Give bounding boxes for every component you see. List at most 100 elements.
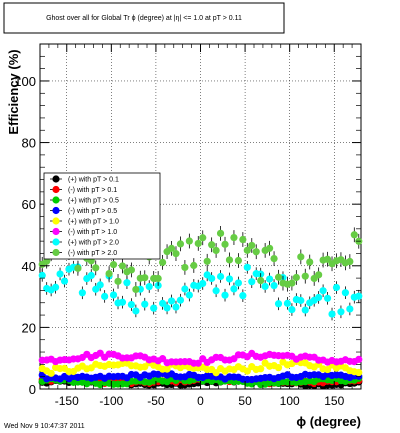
x-tick-label: -50 bbox=[147, 394, 165, 408]
data-point bbox=[355, 368, 363, 377]
data-point bbox=[47, 369, 55, 377]
legend-label: (+) with pT > 0.1 bbox=[68, 177, 119, 184]
data-point bbox=[248, 278, 256, 286]
data-point bbox=[288, 305, 296, 314]
y-tick-label: 80 bbox=[22, 136, 36, 151]
data-point bbox=[176, 296, 185, 304]
data-point bbox=[92, 264, 100, 272]
data-point bbox=[185, 237, 193, 245]
data-point bbox=[181, 263, 189, 272]
legend-label: (+) with pT > 0.5 bbox=[68, 198, 119, 205]
data-point bbox=[208, 241, 216, 249]
data-point bbox=[87, 271, 95, 280]
data-point bbox=[337, 308, 345, 316]
legend-label: (-) with pT > 2.0 bbox=[68, 250, 117, 257]
data-point bbox=[199, 279, 207, 288]
data-point bbox=[208, 274, 216, 283]
grid bbox=[40, 44, 361, 389]
data-point bbox=[257, 276, 265, 285]
data-point bbox=[225, 256, 234, 264]
data-point bbox=[270, 254, 278, 263]
legend-label: (+) with pT > 2.0 bbox=[68, 240, 119, 247]
timestamp: Wed Nov 9 10:47:37 2011 bbox=[4, 423, 85, 430]
y-axis-label: Efficiency (%) bbox=[6, 49, 21, 134]
data-point bbox=[118, 262, 127, 270]
data-point bbox=[203, 257, 211, 265]
data-point bbox=[274, 300, 283, 308]
x-tick-label: -100 bbox=[99, 394, 123, 408]
data-point bbox=[297, 296, 305, 305]
data-point bbox=[315, 293, 323, 302]
data-point bbox=[341, 289, 349, 297]
data-point bbox=[315, 271, 323, 279]
data-point bbox=[159, 299, 167, 307]
legend-marker bbox=[52, 196, 60, 204]
legend-box bbox=[43, 172, 161, 260]
title-box bbox=[3, 2, 285, 34]
series-4 bbox=[38, 369, 363, 384]
data-point bbox=[114, 277, 122, 285]
data-point bbox=[212, 287, 220, 295]
data-point bbox=[323, 294, 332, 302]
data-point bbox=[181, 285, 189, 293]
data-point bbox=[132, 285, 140, 294]
legend: (+) with pT > 0.1 (-) with pT > 0.1 (+) wi… bbox=[43, 172, 161, 260]
y-tick-label: 40 bbox=[22, 259, 36, 274]
data-point bbox=[239, 235, 247, 244]
data-point bbox=[141, 300, 149, 308]
data-point bbox=[216, 229, 225, 237]
chart-title: Ghost over all for Global Tr ϕ (degree) … bbox=[46, 15, 242, 22]
data-point bbox=[163, 365, 171, 373]
data-point bbox=[274, 364, 283, 372]
data-point bbox=[216, 272, 225, 281]
data-point bbox=[118, 298, 127, 306]
data-point bbox=[92, 285, 100, 293]
data-point bbox=[355, 292, 363, 300]
data-point bbox=[96, 281, 104, 289]
x-tick-label: 150 bbox=[324, 394, 344, 408]
y-tick-label: 100 bbox=[14, 74, 36, 89]
data-point bbox=[328, 310, 336, 318]
data-point bbox=[38, 271, 46, 279]
x-tick-label: 0 bbox=[197, 394, 204, 408]
data-point bbox=[123, 279, 131, 287]
data-point bbox=[230, 233, 238, 242]
data-point bbox=[243, 263, 251, 271]
legend-marker bbox=[52, 217, 60, 225]
data-point bbox=[239, 292, 247, 300]
data-point bbox=[297, 253, 305, 261]
data-point bbox=[230, 285, 238, 293]
data-point bbox=[306, 258, 314, 266]
x-tick-label: 100 bbox=[280, 394, 300, 408]
data-point bbox=[167, 297, 176, 305]
legend-label: (+) with pT > 1.0 bbox=[68, 219, 119, 226]
legend-label: (-) with pT > 0.1 bbox=[68, 187, 117, 194]
data-point bbox=[109, 261, 118, 269]
data-point bbox=[172, 303, 180, 311]
legend-marker bbox=[52, 238, 60, 246]
data-point bbox=[234, 279, 242, 287]
data-point bbox=[301, 306, 309, 314]
data-point bbox=[323, 255, 332, 263]
data-point bbox=[194, 359, 202, 367]
data-point bbox=[199, 234, 207, 242]
data-point bbox=[257, 365, 265, 373]
data-point bbox=[163, 304, 171, 312]
data-point bbox=[292, 273, 300, 282]
data-point bbox=[145, 282, 153, 291]
data-point bbox=[346, 257, 354, 266]
legend-label: (-) with pT > 1.0 bbox=[68, 229, 117, 236]
data-series bbox=[38, 222, 363, 390]
data-point bbox=[185, 291, 193, 299]
data-point bbox=[141, 274, 149, 282]
data-point bbox=[194, 239, 202, 248]
legend-marker bbox=[52, 206, 60, 215]
data-point bbox=[319, 287, 327, 295]
data-point bbox=[355, 355, 363, 364]
data-point bbox=[234, 256, 242, 265]
data-point bbox=[243, 367, 251, 375]
data-point bbox=[350, 231, 358, 239]
data-point bbox=[105, 269, 113, 278]
data-point bbox=[212, 246, 220, 255]
